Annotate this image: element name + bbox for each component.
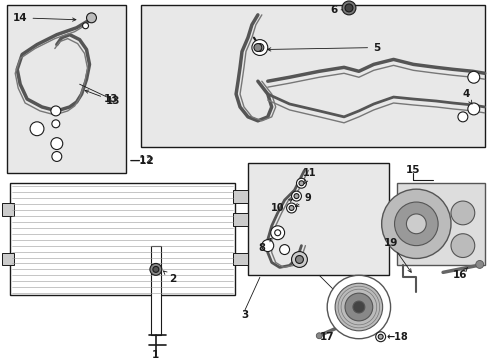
Circle shape: [255, 44, 263, 51]
Text: 16: 16: [452, 267, 467, 280]
Text: 2: 2: [163, 271, 176, 284]
Text: 7: 7: [345, 304, 352, 314]
Text: 5: 5: [267, 42, 380, 53]
Text: 3: 3: [241, 310, 248, 320]
Circle shape: [150, 264, 162, 275]
Polygon shape: [151, 246, 161, 335]
Text: 6: 6: [330, 5, 337, 15]
Circle shape: [381, 189, 450, 258]
Circle shape: [298, 181, 304, 186]
Circle shape: [457, 112, 467, 122]
Circle shape: [52, 152, 61, 161]
Polygon shape: [247, 163, 388, 275]
Circle shape: [316, 333, 322, 339]
Circle shape: [293, 194, 298, 199]
Circle shape: [345, 4, 352, 12]
Circle shape: [450, 201, 474, 225]
Text: 14: 14: [13, 13, 76, 23]
Text: —12: —12: [129, 157, 154, 166]
Text: 11: 11: [302, 168, 315, 184]
Text: 15: 15: [405, 165, 420, 175]
Circle shape: [291, 252, 307, 267]
Circle shape: [274, 230, 280, 236]
Circle shape: [51, 138, 62, 149]
Text: 4: 4: [461, 89, 471, 104]
Circle shape: [291, 191, 301, 201]
Text: 8: 8: [258, 238, 270, 253]
Circle shape: [467, 71, 479, 83]
Circle shape: [375, 332, 385, 342]
Circle shape: [341, 1, 355, 15]
Polygon shape: [2, 203, 14, 216]
Circle shape: [261, 240, 273, 252]
Circle shape: [279, 245, 289, 255]
Polygon shape: [233, 253, 247, 265]
Circle shape: [82, 23, 88, 29]
Polygon shape: [233, 190, 247, 203]
Circle shape: [450, 234, 474, 257]
Text: 17: 17: [319, 332, 334, 342]
Circle shape: [377, 334, 383, 339]
Text: 13: 13: [85, 90, 120, 106]
Text: 19: 19: [383, 238, 410, 272]
Circle shape: [251, 40, 267, 55]
Circle shape: [326, 275, 390, 339]
Text: 1: 1: [152, 350, 159, 360]
Polygon shape: [7, 5, 126, 173]
Circle shape: [345, 293, 372, 321]
Text: —12: —12: [129, 156, 152, 166]
Text: 9: 9: [295, 193, 310, 207]
Text: 13: 13: [104, 94, 118, 104]
Text: ←18: ←18: [386, 332, 407, 342]
Circle shape: [52, 120, 60, 128]
Polygon shape: [2, 253, 14, 265]
Circle shape: [286, 203, 296, 213]
Circle shape: [406, 214, 426, 234]
Circle shape: [394, 202, 437, 246]
Polygon shape: [10, 183, 235, 295]
Circle shape: [288, 206, 293, 211]
Circle shape: [51, 106, 61, 116]
Polygon shape: [396, 183, 484, 265]
Circle shape: [295, 256, 303, 264]
Polygon shape: [141, 5, 484, 147]
Circle shape: [334, 283, 382, 331]
Circle shape: [270, 226, 284, 240]
Circle shape: [86, 13, 96, 23]
Circle shape: [30, 122, 44, 136]
Circle shape: [153, 266, 159, 273]
Circle shape: [467, 103, 479, 115]
Circle shape: [475, 261, 483, 269]
Circle shape: [296, 178, 306, 188]
Circle shape: [352, 301, 364, 313]
Text: 10: 10: [270, 199, 292, 213]
Polygon shape: [233, 213, 247, 226]
Circle shape: [253, 44, 261, 51]
